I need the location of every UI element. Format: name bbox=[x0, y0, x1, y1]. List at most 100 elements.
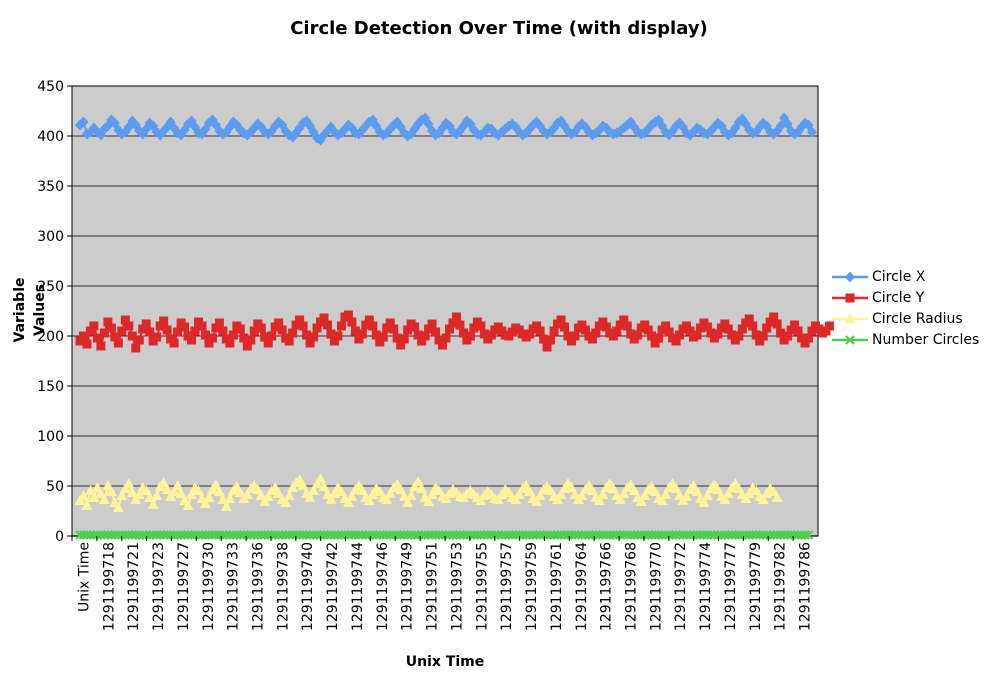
y-tick-label: 400 bbox=[37, 129, 64, 145]
data-point bbox=[249, 326, 259, 336]
data-point bbox=[524, 486, 536, 496]
data-point bbox=[608, 331, 618, 341]
data-point bbox=[172, 530, 183, 540]
data-point bbox=[131, 343, 141, 353]
data-point bbox=[743, 488, 755, 498]
x-tick-label: 1291199761 bbox=[549, 542, 565, 631]
data-point bbox=[807, 326, 817, 336]
data-point bbox=[207, 530, 218, 540]
data-point bbox=[647, 331, 657, 341]
data-point bbox=[211, 323, 221, 333]
data-point bbox=[103, 530, 113, 540]
data-point bbox=[361, 530, 371, 540]
data-point bbox=[646, 530, 657, 540]
data-point bbox=[155, 530, 165, 540]
data-point bbox=[528, 530, 538, 540]
data-point bbox=[218, 326, 228, 336]
data-point bbox=[203, 492, 215, 502]
data-point bbox=[77, 490, 89, 500]
data-point bbox=[775, 530, 786, 540]
data-point bbox=[563, 331, 573, 341]
data-point bbox=[357, 329, 367, 339]
data-point bbox=[117, 326, 127, 336]
data-point bbox=[702, 322, 712, 332]
data-point bbox=[389, 324, 399, 334]
data-point bbox=[267, 530, 277, 540]
data-point bbox=[284, 530, 294, 540]
data-point bbox=[304, 492, 316, 502]
data-point bbox=[190, 326, 200, 336]
series-circle-radius bbox=[74, 473, 783, 512]
data-point bbox=[667, 530, 678, 540]
data-point bbox=[469, 530, 479, 540]
data-point bbox=[594, 530, 605, 540]
data-point bbox=[768, 530, 779, 540]
data-point bbox=[207, 333, 217, 343]
data-point bbox=[824, 321, 834, 331]
data-point bbox=[423, 496, 435, 506]
data-point bbox=[701, 490, 713, 500]
data-point bbox=[220, 501, 232, 511]
data-point bbox=[92, 333, 102, 343]
data-point bbox=[699, 530, 709, 540]
data-point bbox=[162, 325, 172, 335]
data-point bbox=[800, 338, 810, 348]
data-point bbox=[151, 530, 162, 540]
data-point bbox=[674, 530, 685, 540]
data-point bbox=[629, 530, 639, 540]
data-point bbox=[225, 530, 235, 540]
data-point bbox=[106, 530, 117, 540]
data-point bbox=[110, 332, 120, 342]
data-point bbox=[147, 499, 159, 509]
data-point bbox=[681, 530, 692, 540]
data-point bbox=[772, 319, 782, 329]
data-point bbox=[493, 530, 503, 540]
data-point bbox=[354, 334, 364, 344]
data-point bbox=[155, 321, 165, 331]
data-point bbox=[448, 530, 458, 540]
data-point bbox=[382, 323, 392, 333]
data-point bbox=[525, 329, 535, 339]
data-point bbox=[497, 530, 507, 540]
data-point bbox=[179, 530, 190, 540]
x-tick-label: 1291199721 bbox=[126, 542, 142, 631]
data-point bbox=[500, 530, 510, 540]
data-point bbox=[671, 530, 681, 540]
data-point bbox=[451, 312, 461, 322]
x-tick-label: 1291199746 bbox=[375, 542, 391, 631]
series-number-circles bbox=[75, 530, 814, 540]
data-point bbox=[326, 530, 336, 540]
data-point bbox=[412, 476, 424, 486]
data-point bbox=[81, 500, 93, 510]
data-point bbox=[287, 530, 298, 540]
legend-swatch bbox=[832, 312, 868, 323]
data-point bbox=[434, 530, 444, 540]
data-point bbox=[378, 530, 388, 540]
data-point bbox=[141, 319, 151, 329]
data-point bbox=[441, 333, 451, 343]
data-point bbox=[521, 530, 531, 540]
data-point bbox=[145, 327, 155, 337]
data-point bbox=[326, 329, 336, 339]
data-point bbox=[730, 530, 741, 540]
data-point bbox=[197, 321, 207, 331]
data-point bbox=[85, 326, 95, 336]
data-point bbox=[761, 530, 772, 540]
data-point bbox=[159, 316, 169, 326]
data-point bbox=[744, 530, 754, 540]
data-point bbox=[315, 473, 327, 483]
data-point bbox=[639, 490, 651, 500]
data-point bbox=[734, 331, 744, 341]
data-point bbox=[426, 489, 438, 499]
data-point bbox=[173, 327, 183, 337]
data-point bbox=[350, 530, 361, 540]
data-point bbox=[78, 116, 89, 128]
data-point bbox=[395, 484, 407, 494]
data-point bbox=[85, 530, 96, 540]
data-point bbox=[214, 530, 225, 540]
x-tick-label: 1291199740 bbox=[300, 542, 316, 631]
data-point bbox=[720, 319, 730, 329]
x-tick-label: 1291199753 bbox=[449, 542, 465, 631]
data-point bbox=[322, 320, 332, 330]
data-point bbox=[402, 530, 413, 540]
